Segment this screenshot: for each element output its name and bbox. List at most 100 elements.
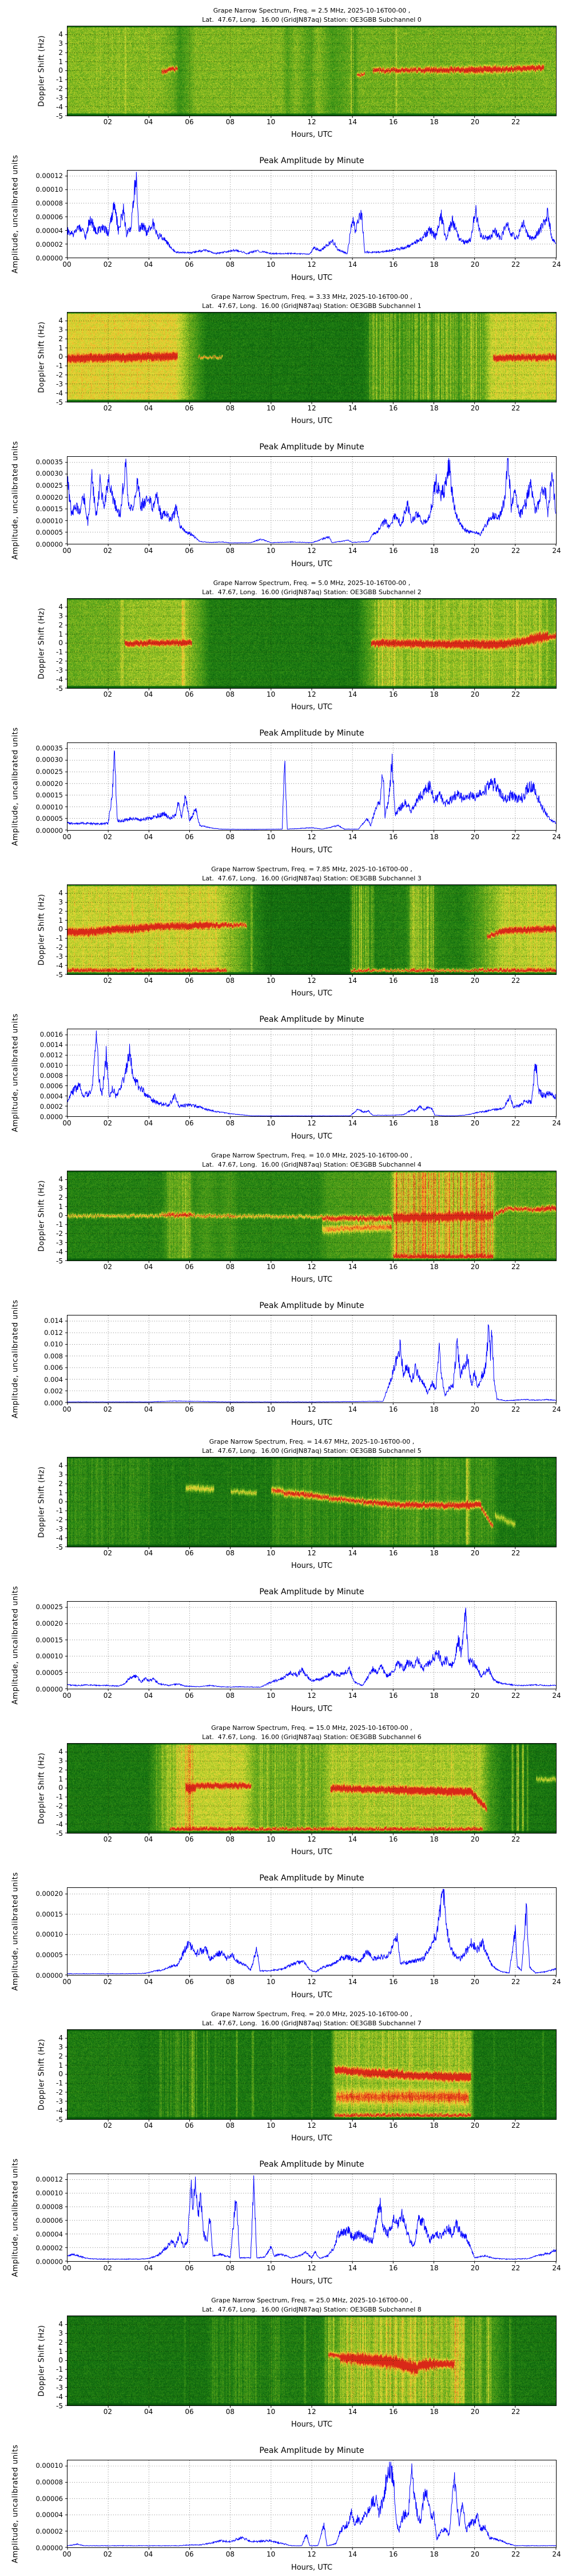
spectrogram-xtick-label: 08 [225,1835,235,1843]
amplitude-tick-label: 0.000 [44,1399,63,1407]
amplitude-plot-title: Peak Amplitude by Minute [259,156,364,165]
amplitude-xtick-label: 24 [552,1405,561,1413]
amplitude-plot-title: Peak Amplitude by Minute [259,1301,364,1310]
doppler-tick-label: 1 [58,916,63,924]
amplitude-line-chart [65,1315,557,1405]
spectrogram-title-line1: Grape Narrow Spectrum, Freq. = 5.0 MHz, … [213,579,411,587]
amplitude-plot [65,1029,557,1119]
amplitude-tick-label: 0.00002 [35,2527,63,2536]
amplitude-xtick-label: 20 [470,1978,479,1986]
amplitude-xtick-label: 08 [225,1692,235,1700]
spectrogram-title-line2: Lat. 47.67, Long. 16.00 (GridJN87aq) Sta… [202,1161,422,1168]
spectrogram-canvas [67,1171,556,1261]
chart-pair: Grape Narrow Spectrum, Freq. = 10.0 MHz,… [0,1145,572,1431]
spectrogram-title-line2: Lat. 47.67, Long. 16.00 (GridJN87aq) Sta… [202,16,422,23]
amplitude-xtick-label: 10 [267,1692,276,1700]
spectrogram-xlabel: Hours, UTC [291,2420,333,2429]
doppler-tick-label: 4 [58,1175,63,1183]
amplitude-tick-label: 0.00008 [35,199,63,207]
amplitude-tick-label: 0.00004 [35,2230,63,2238]
spectrogram-xtick-label: 14 [348,118,357,126]
spectrogram-grid-overlay [65,2316,556,2408]
spectrogram-xtick-label: 12 [307,118,316,126]
spectrogram-xtick-label: 16 [389,690,398,698]
spectrogram-grid-overlay [65,885,556,977]
spectrogram-grid-overlay [65,313,556,404]
doppler-tick-label: -1 [56,1220,63,1229]
chart-pair: Grape Narrow Spectrum, Freq. = 5.0 MHz, … [0,572,572,859]
doppler-tick-label: -5 [56,1830,63,1838]
spectrogram-xtick-label: 18 [430,1549,439,1557]
spectrogram-xtick-label: 08 [225,2408,235,2416]
spectrogram-canvas [67,1744,556,1833]
spectrogram-title-line2: Lat. 47.67, Long. 16.00 (GridJN87aq) Sta… [202,1447,422,1455]
doppler-tick-label: -2 [56,2088,63,2097]
spectrogram-xtick-label: 08 [225,2121,235,2129]
amplitude-xtick-label: 20 [470,547,479,555]
doppler-tick-label: 1 [58,57,63,66]
amplitude-xtick-label: 18 [430,1978,439,1986]
spectrogram-xtick-label: 12 [307,2121,316,2129]
spectrogram-canvas [67,2316,556,2405]
spectrogram-xtick-label: 20 [470,404,479,412]
amplitude-line-chart [65,1888,557,1977]
amplitude-tick-label: 0.00000 [35,2258,63,2266]
amplitude-plot [65,2174,557,2263]
amplitude-tick-label: 0.00005 [35,1951,63,1959]
spectrogram-title-line1: Grape Narrow Spectrum, Freq. = 25.0 MHz,… [211,2297,412,2304]
amplitude-tick-label: 0.00008 [35,2478,63,2486]
spectrogram-grid-overlay [65,26,556,118]
amplitude-tick-label: 0.006 [44,1364,63,1372]
doppler-tick-label: -3 [56,1811,63,1820]
amplitude-tick-label: 0.0016 [39,1030,63,1038]
doppler-tick-label: -3 [56,1525,63,1534]
amplitude-xtick-label: 06 [185,1405,194,1413]
spectrogram-xtick-label: 14 [348,690,357,698]
doppler-tick-label: -1 [56,934,63,943]
amplitude-xtick-label: 12 [307,1405,316,1413]
spectrogram-xtick-label: 18 [430,977,439,985]
amplitude-xtick-label: 20 [470,2264,479,2272]
doppler-tick-label: 4 [58,1461,63,1469]
amplitude-xtick-label: 18 [430,1405,439,1413]
spectrogram-canvas [67,885,556,974]
doppler-tick-label: 0 [58,1211,63,1220]
spectrogram-canvas [67,26,556,116]
amplitude-xtick-label: 14 [348,547,357,555]
spectrogram-xtick-label: 02 [103,1549,112,1557]
amplitude-xtick-label: 22 [511,547,521,555]
doppler-tick-label: 2 [58,1479,63,1488]
spectrogram-xtick-label: 18 [430,118,439,126]
spectrogram-xtick-label: 16 [389,2121,398,2129]
amplitude-xtick-label: 12 [307,260,316,268]
spectrogram-title-line1: Grape Narrow Spectrum, Freq. = 2.5 MHz, … [213,7,411,14]
amplitude-xtick-label: 10 [267,547,276,555]
spectrogram-xtick-label: 04 [144,690,153,698]
amplitude-plot [65,742,557,832]
spectrogram-xlabel: Hours, UTC [291,1848,333,1856]
amplitude-tick-label: 0.010 [44,1340,63,1349]
spectrogram-xlabel: Hours, UTC [291,2134,333,2143]
spectrogram-xtick-label: 04 [144,1263,153,1271]
amplitude-line-chart [65,457,557,546]
amplitude-xtick-label: 06 [185,1978,194,1986]
spectrogram-xtick-label: 14 [348,977,357,985]
amplitude-tick-label: 0.00012 [35,2175,63,2183]
spectrogram-xtick-label: 14 [348,1835,357,1843]
spectrogram-xtick-label: 04 [144,2408,153,2416]
doppler-tick-label: 3 [58,2329,63,2337]
amplitude-xtick-label: 20 [470,833,479,841]
doppler-tick-label: 2 [58,48,63,57]
chart-pair: Grape Narrow Spectrum, Freq. = 14.67 MHz… [0,1431,572,1717]
doppler-tick-label: 1 [58,630,63,638]
spectrogram-xtick-label: 06 [185,1263,194,1271]
amplitude-tick-label: 0.00035 [35,744,63,752]
spectrogram-xtick-label: 02 [103,690,112,698]
spectrogram-xtick-label: 18 [430,1835,439,1843]
amplitude-xtick-label: 16 [389,833,398,841]
amplitude-xtick-label: 22 [511,260,521,268]
amplitude-line-chart [65,1602,557,1691]
doppler-tick-label: -5 [56,971,63,979]
doppler-tick-label: 4 [58,2320,63,2328]
doppler-tick-label: -2 [56,1230,63,1238]
